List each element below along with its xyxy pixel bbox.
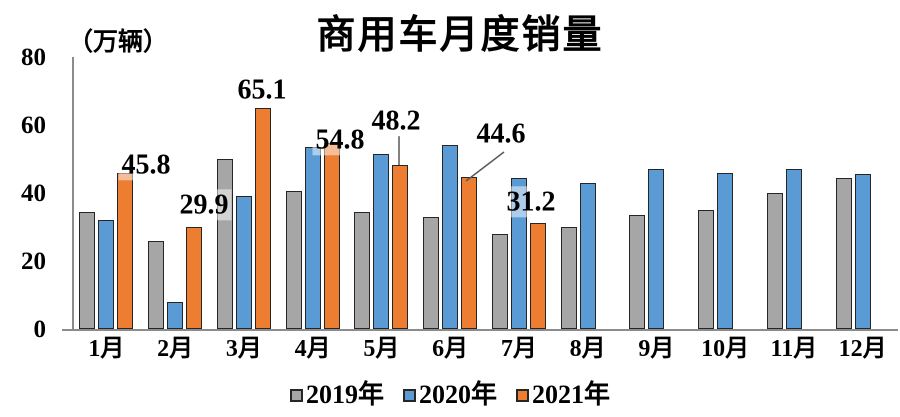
x-axis-label-2月: 2月 <box>157 336 194 362</box>
data-label-3月: 65.1 <box>234 74 290 106</box>
bar-2020年-5月 <box>373 153 390 329</box>
data-label-5月: 48.2 <box>368 105 424 137</box>
legend-item-2021年: 2021年 <box>516 382 610 408</box>
bar-2020年-8月 <box>579 182 596 329</box>
bar-group-11月 <box>760 57 829 329</box>
bar-2020年-2月 <box>167 301 184 329</box>
bar-2020年-1月 <box>98 220 115 329</box>
bar-2019年-2月 <box>148 240 165 329</box>
data-label-1月: 45.8 <box>118 149 174 181</box>
bar-group-6月 <box>416 57 485 329</box>
x-axis-label-5月: 5月 <box>363 336 400 362</box>
plot-area <box>72 57 897 329</box>
legend-label: 2019年 <box>305 380 384 409</box>
x-axis-label-10月: 10月 <box>701 336 750 362</box>
data-label-7月: 31.2 <box>503 186 559 218</box>
bar-2020年-3月 <box>235 196 252 329</box>
bar-2019年-12月 <box>835 177 852 329</box>
bar-2020年-9月 <box>648 169 665 329</box>
bar-group-8月 <box>553 57 622 329</box>
bar-2021年-4月 <box>323 142 340 329</box>
data-label-4月: 54.8 <box>312 124 368 156</box>
bar-2021年-6月 <box>461 177 478 329</box>
bar-group-2月 <box>141 57 210 329</box>
x-axis-label-12月: 12月 <box>838 336 887 362</box>
data-label-2月: 29.9 <box>176 189 232 221</box>
bar-2020年-4月 <box>304 147 321 329</box>
bar-group-12月 <box>828 57 897 329</box>
legend-swatch-icon <box>402 388 416 402</box>
bar-2020年-10月 <box>717 172 734 329</box>
bar-group-4月 <box>278 57 347 329</box>
x-axis-label-3月: 3月 <box>225 336 262 362</box>
x-axis-label-9月: 9月 <box>638 336 675 362</box>
y-axis-tick-label: 60 <box>21 112 46 139</box>
bar-group-5月 <box>347 57 416 329</box>
y-axis-line <box>72 57 74 331</box>
legend-item-2020年: 2020年 <box>402 380 497 409</box>
bar-2019年-3月 <box>216 159 233 329</box>
bar-group-1月 <box>72 57 141 329</box>
y-axis-tick-label: 0 <box>33 316 47 343</box>
bar-2019年-1月 <box>79 211 96 329</box>
bar-2019年-6月 <box>423 216 440 329</box>
x-axis-label-11月: 11月 <box>770 336 818 362</box>
x-axis-label-1月: 1月 <box>88 336 125 362</box>
legend-label: 2021年 <box>532 380 611 409</box>
bar-group-9月 <box>622 57 691 329</box>
bar-2019年-8月 <box>560 227 577 329</box>
x-axis-label-6月: 6月 <box>432 336 469 362</box>
x-axis-label-8月: 8月 <box>569 336 606 362</box>
y-axis-unit-label: （万辆） <box>68 29 169 56</box>
bar-2021年-3月 <box>254 107 271 329</box>
bar-2021年-7月 <box>529 222 546 329</box>
x-axis-line <box>62 329 898 331</box>
y-axis-tick-label: 20 <box>21 248 46 275</box>
legend: 2019年 2020年 2021年 <box>0 379 900 411</box>
bar-2019年-10月 <box>698 210 715 329</box>
bar-2021年-5月 <box>392 165 409 329</box>
legend-swatch-icon <box>516 388 529 402</box>
legend-swatch-icon <box>289 388 303 402</box>
y-axis-tick-label: 40 <box>21 180 46 207</box>
legend-label: 2020年 <box>418 380 497 409</box>
chart-title: 商用车月度销量 <box>316 14 604 57</box>
bar-2020年-12月 <box>854 174 871 329</box>
x-axis-label-7月: 7月 <box>500 336 537 362</box>
y-axis-tick-label: 80 <box>21 44 46 71</box>
bar-2019年-5月 <box>354 211 371 329</box>
data-label-6月: 44.6 <box>473 118 529 150</box>
bar-2020年-6月 <box>442 145 459 329</box>
bar-2021年-2月 <box>186 227 203 329</box>
bar-2020年-11月 <box>785 169 802 329</box>
x-axis-label-4月: 4月 <box>294 336 331 362</box>
bar-2019年-11月 <box>766 193 783 329</box>
bar-2019年-4月 <box>285 191 302 329</box>
bar-2019年-7月 <box>491 233 508 329</box>
bar-2021年-1月 <box>117 173 134 329</box>
bar-group-10月 <box>691 57 760 329</box>
legend-item-2019年: 2019年 <box>289 380 384 409</box>
bar-2019年-9月 <box>629 215 646 329</box>
